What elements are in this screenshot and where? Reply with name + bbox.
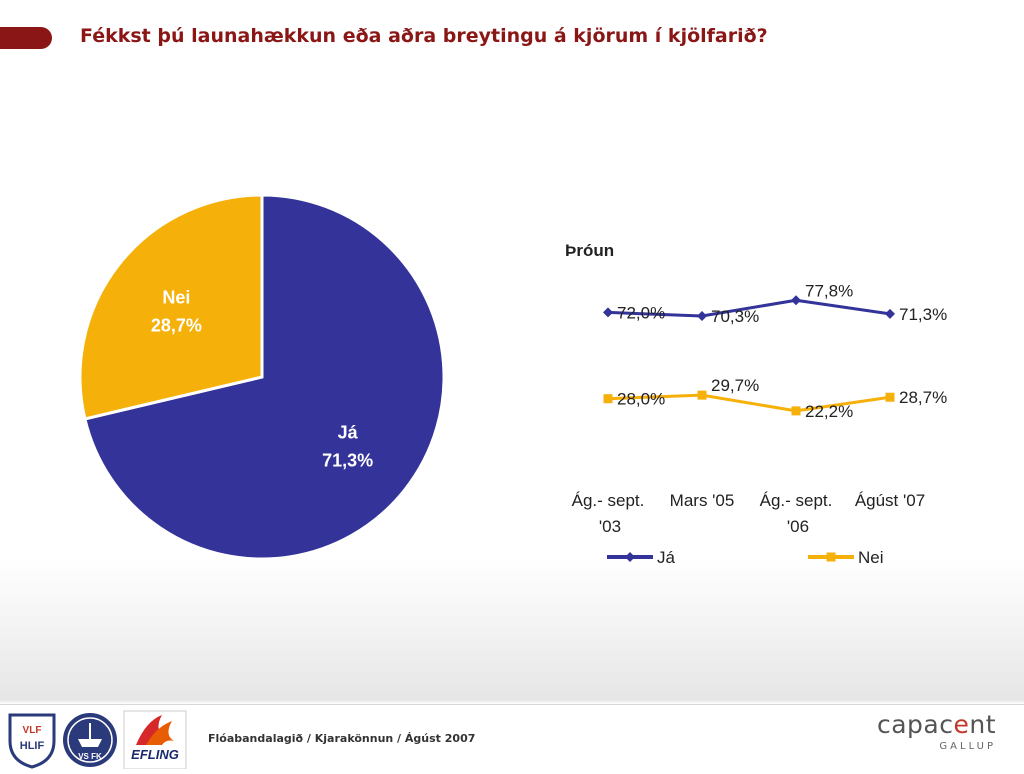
capacent-gallup-logo: capacent GALLUP — [876, 710, 996, 753]
series-point-ja — [603, 307, 613, 318]
page-title: Fékkst þú launahækkun eða aðra breytingu… — [80, 25, 768, 47]
series-point-nei — [885, 392, 895, 402]
pie-chart: Já 71,3% Nei 28,7% — [78, 193, 446, 561]
series-point-nei — [603, 394, 613, 404]
svg-text:HLIF: HLIF — [20, 740, 45, 752]
svg-text:VS FK: VS FK — [78, 752, 102, 761]
data-label-ja: 71,3% — [899, 305, 947, 324]
data-label-ja: 70,3% — [711, 307, 759, 326]
legend-label-ja: Já — [657, 548, 676, 567]
vsfk-ship-logo: VS FK — [63, 713, 117, 767]
pie-value-nei: 28,7% — [151, 315, 202, 335]
legend-marker-nei — [826, 552, 836, 562]
footer: VLF HLIF VS FK EFLING Flóabandalagið / K… — [0, 704, 1024, 770]
x-tick-label: Ág.- sept. '03 — [572, 491, 645, 536]
series-point-ja — [791, 295, 801, 306]
data-label-nei: 29,7% — [711, 376, 759, 395]
pie-label-ja: Já — [338, 423, 359, 443]
x-tick-label: Ágúst '07 — [855, 491, 925, 510]
footer-logos: VLF HLIF VS FK EFLING — [6, 709, 188, 774]
svg-text:VLF: VLF — [23, 725, 42, 736]
pie-value-ja: 71,3% — [322, 451, 373, 471]
svg-text:EFLING: EFLING — [131, 747, 179, 762]
trend-line-chart: Þróun 72,0% 70,3% 77,8% 71,3% 28,0% 29,7% 22,2%… — [565, 241, 947, 567]
series-line-ja — [607, 298, 891, 318]
brand-main-text: capacent — [876, 710, 996, 739]
legend-marker-ja — [625, 552, 635, 562]
brand-sub-text: GALLUP — [939, 741, 996, 752]
data-label-nei: 28,0% — [617, 390, 665, 409]
data-label-ja: 72,0% — [617, 303, 665, 322]
series-point-nei — [791, 406, 801, 416]
legend-label-nei: Nei — [858, 548, 884, 567]
series-point-ja — [885, 308, 895, 319]
vlf-hlif-shield-logo: VLF HLIF — [8, 713, 56, 769]
pie-slice-nei — [78, 193, 264, 421]
efling-logo: EFLING — [123, 710, 187, 770]
title-accent-bar — [0, 27, 52, 49]
series-point-ja — [697, 311, 707, 321]
trend-chart-title: Þróun — [565, 241, 614, 260]
pie-label-nei: Nei — [162, 287, 190, 307]
footer-source-text: Flóabandalagið / Kjarakönnun / Ágúst 200… — [208, 732, 476, 745]
x-tick-label: Mars '05 — [670, 491, 735, 510]
data-label-ja: 77,8% — [805, 281, 853, 300]
series-point-nei — [697, 390, 707, 400]
series-line-nei — [607, 393, 891, 413]
x-tick-label: Ág.- sept. '06 — [760, 491, 833, 536]
data-label-nei: 28,7% — [899, 388, 947, 407]
pie-slice-ja — [83, 193, 446, 561]
data-label-nei: 22,2% — [805, 402, 853, 421]
